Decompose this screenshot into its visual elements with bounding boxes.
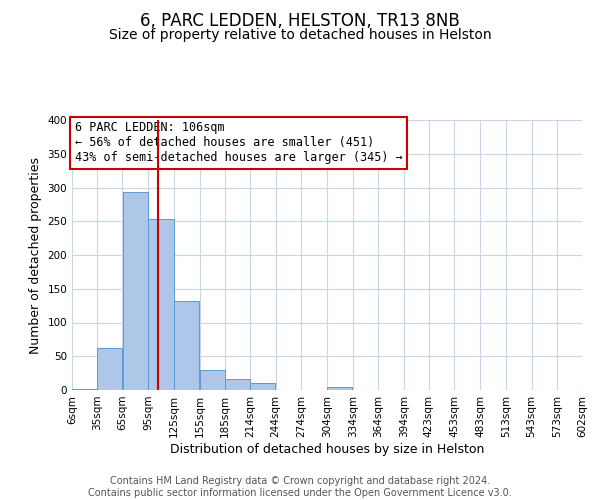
Text: Size of property relative to detached houses in Helston: Size of property relative to detached ho…	[109, 28, 491, 42]
Bar	[200, 370, 225, 390]
Bar	[226, 378, 250, 390]
Bar	[148, 219, 173, 390]
Bar	[97, 348, 122, 390]
Text: Contains HM Land Registry data © Crown copyright and database right 2024.
Contai: Contains HM Land Registry data © Crown c…	[88, 476, 512, 498]
Text: 6, PARC LEDDEN, HELSTON, TR13 8NB: 6, PARC LEDDEN, HELSTON, TR13 8NB	[140, 12, 460, 30]
Y-axis label: Number of detached properties: Number of detached properties	[29, 156, 42, 354]
Bar	[123, 192, 148, 390]
Bar	[250, 382, 275, 390]
Bar	[174, 301, 199, 390]
Bar	[72, 388, 97, 390]
X-axis label: Distribution of detached houses by size in Helston: Distribution of detached houses by size …	[170, 442, 484, 456]
Text: 6 PARC LEDDEN: 106sqm
← 56% of detached houses are smaller (451)
43% of semi-det: 6 PARC LEDDEN: 106sqm ← 56% of detached …	[74, 122, 403, 164]
Bar	[327, 388, 352, 390]
